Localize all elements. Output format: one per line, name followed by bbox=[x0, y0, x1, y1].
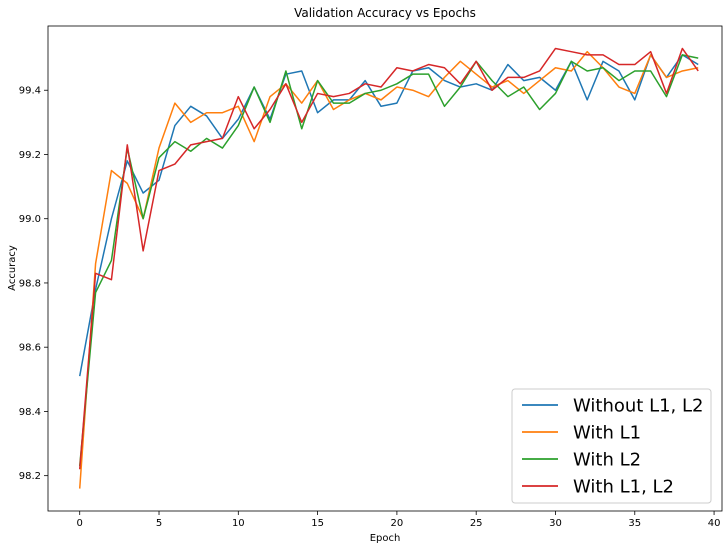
x-tick-label: 15 bbox=[311, 518, 324, 529]
series-line-2 bbox=[78, 50, 699, 489]
y-tick-label: 98.2 bbox=[19, 471, 41, 482]
y-axis: 98.2 98.4 98.6 98.8 99.0 99.2 99.4 bbox=[19, 86, 48, 482]
legend-label: With L2 bbox=[573, 450, 641, 471]
series-lines bbox=[78, 47, 699, 489]
x-tick-label: 35 bbox=[628, 518, 641, 529]
x-tick-label: 5 bbox=[156, 518, 162, 529]
series-line-3 bbox=[78, 54, 699, 467]
legend-frame bbox=[511, 388, 712, 504]
x-tick-label: 0 bbox=[77, 518, 83, 529]
legend-label: With L1, L2 bbox=[573, 477, 674, 498]
y-tick-label: 99.4 bbox=[19, 86, 41, 97]
legend-label: Without L1, L2 bbox=[573, 396, 703, 417]
series-line-1 bbox=[78, 54, 699, 377]
x-tick-label: 20 bbox=[391, 518, 404, 529]
y-tick-label: 99.2 bbox=[19, 150, 41, 161]
y-axis-label: Accuracy bbox=[7, 245, 18, 291]
y-tick-label: 98.6 bbox=[19, 343, 41, 354]
x-tick-label: 40 bbox=[708, 518, 721, 529]
x-axis: 0 5 10 15 20 25 30 35 40 bbox=[77, 511, 721, 529]
y-tick-label: 99.0 bbox=[19, 214, 41, 225]
x-tick-label: 10 bbox=[232, 518, 245, 529]
series-line-4 bbox=[78, 47, 699, 470]
y-tick-label: 98.4 bbox=[19, 407, 41, 418]
x-tick-label: 30 bbox=[549, 518, 562, 529]
legend-label: With L1 bbox=[573, 423, 641, 444]
x-tick-label: 25 bbox=[470, 518, 483, 529]
x-axis-label: Epoch bbox=[370, 533, 401, 544]
legend: Without L1, L2 With L1 With L2 With L1, L2 bbox=[511, 388, 712, 504]
chart-title: Validation Accuracy vs Epochs bbox=[294, 6, 476, 20]
y-tick-label: 98.8 bbox=[19, 278, 41, 289]
